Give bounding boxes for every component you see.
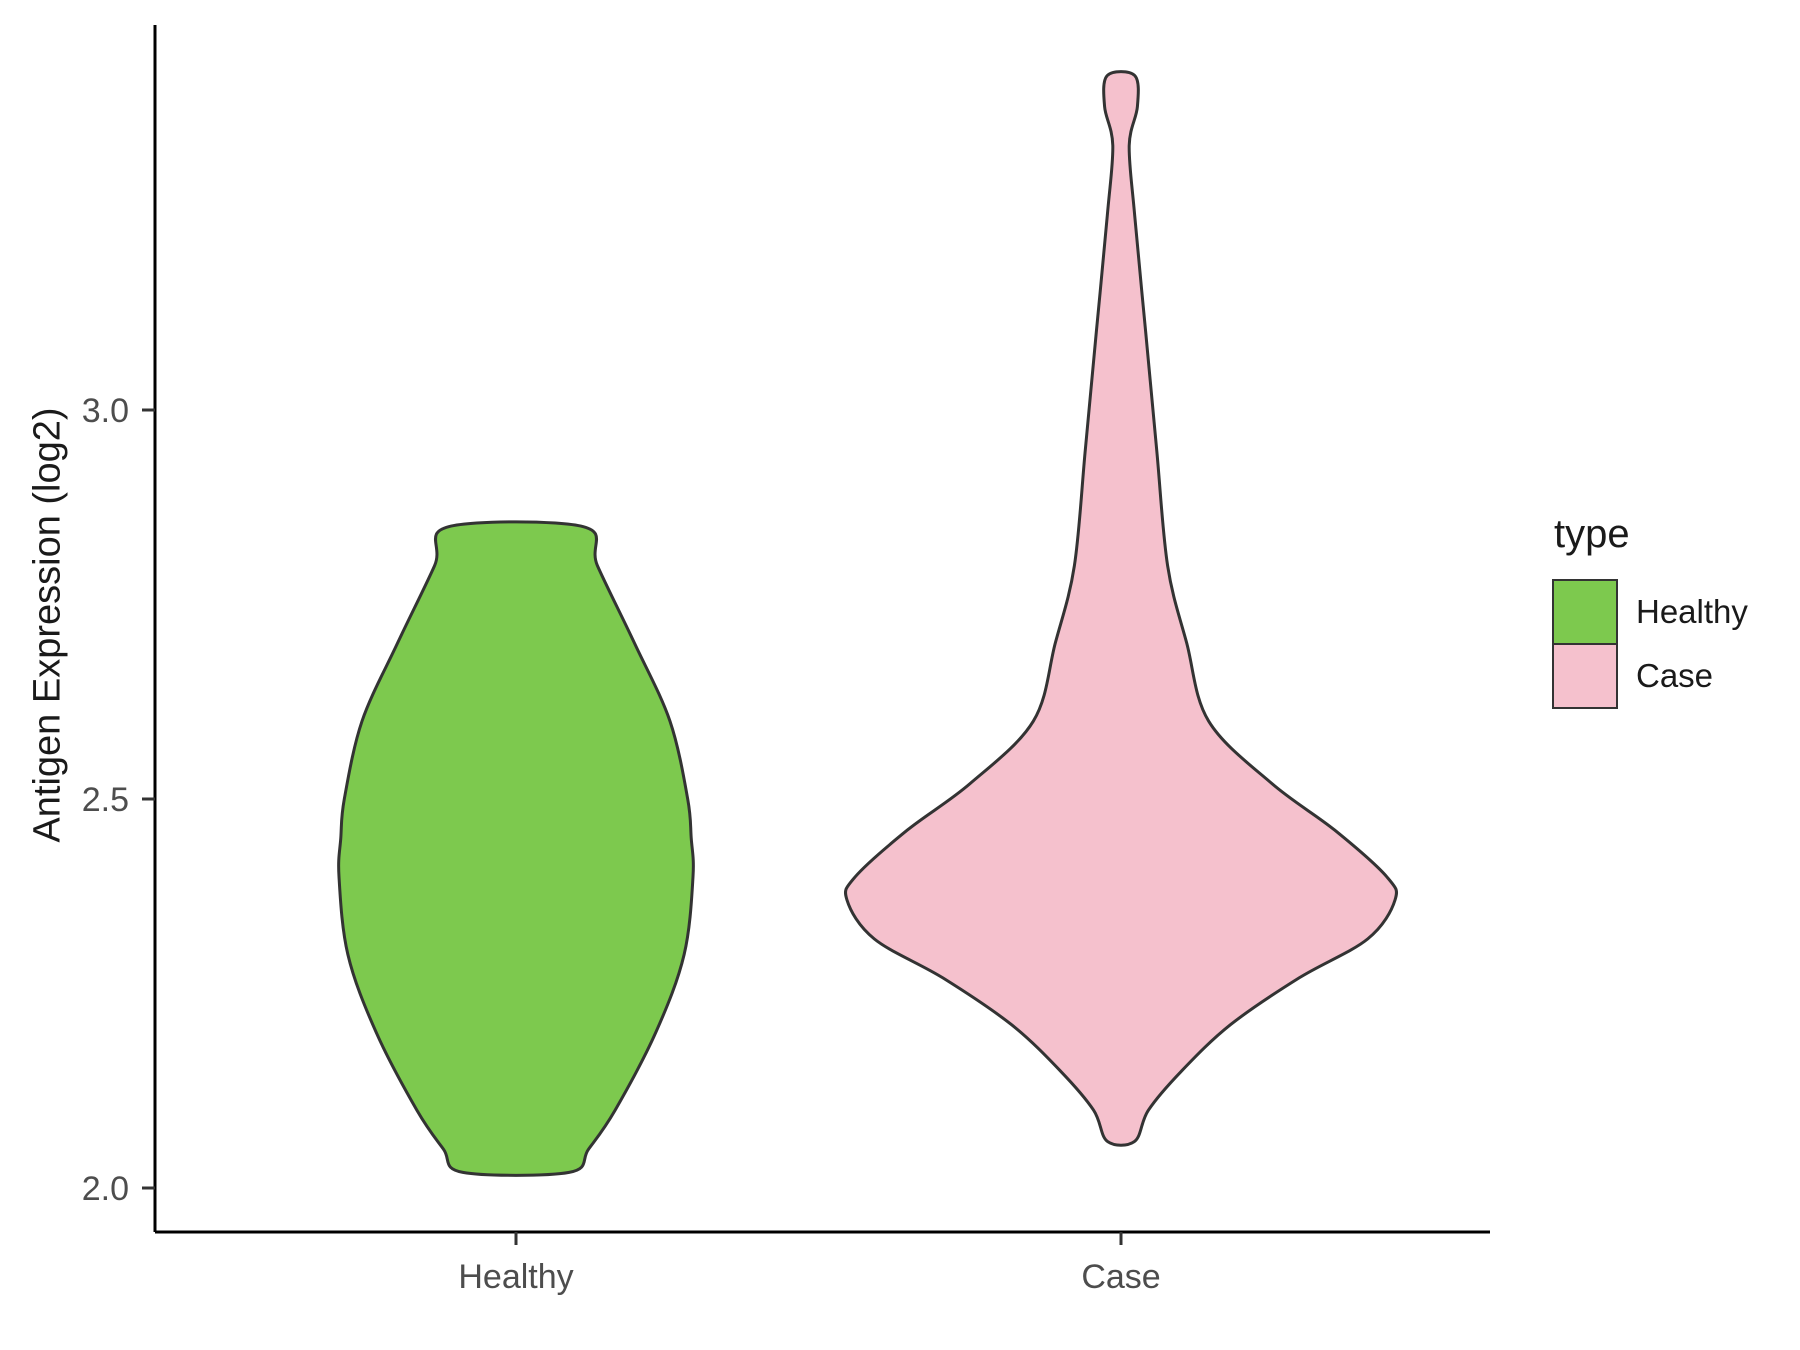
x-tick-label: Case xyxy=(1081,1258,1160,1296)
violin-case xyxy=(844,70,1398,1147)
y-tick-label: 2.5 xyxy=(82,781,129,819)
legend-label-healthy: Healthy xyxy=(1636,593,1748,630)
y-tick-label: 3.0 xyxy=(82,392,129,430)
violin-healthy xyxy=(337,520,695,1177)
legend: type Healthy Case xyxy=(1552,512,1748,709)
x-tick-label: Healthy xyxy=(458,1258,573,1296)
legend-title: type xyxy=(1554,512,1630,556)
legend-entry-case: Case xyxy=(1552,643,1748,709)
legend-entry-healthy: Healthy xyxy=(1552,579,1748,645)
legend-swatch-case xyxy=(1552,643,1618,709)
y-axis-title: Antigen Expression (log2) xyxy=(26,407,69,843)
legend-swatch-healthy xyxy=(1552,579,1618,645)
y-tick-label: 2.0 xyxy=(82,1170,129,1208)
legend-label-case: Case xyxy=(1636,657,1714,694)
